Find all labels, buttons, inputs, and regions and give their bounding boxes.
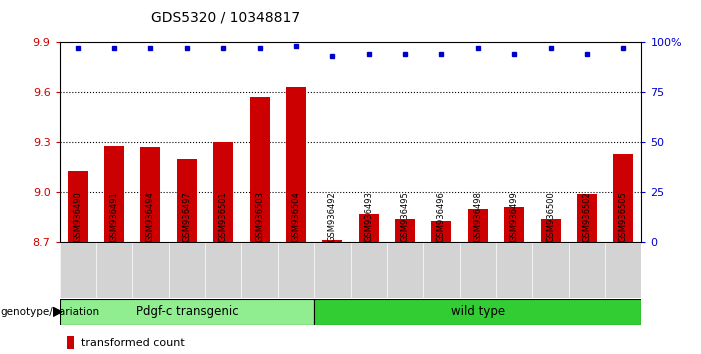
Bar xyxy=(68,171,88,242)
Bar xyxy=(613,154,633,242)
Bar xyxy=(314,299,641,325)
Bar xyxy=(177,159,197,242)
Bar xyxy=(577,194,597,242)
Bar xyxy=(395,219,415,242)
Bar xyxy=(468,209,488,242)
Text: transformed count: transformed count xyxy=(81,337,185,348)
Bar xyxy=(286,87,306,242)
Bar xyxy=(359,214,379,242)
Bar xyxy=(104,146,124,242)
Bar xyxy=(431,221,451,242)
Bar xyxy=(67,336,74,349)
Polygon shape xyxy=(53,307,62,316)
Bar xyxy=(504,207,524,242)
Bar xyxy=(540,219,561,242)
Text: Pdgf-c transgenic: Pdgf-c transgenic xyxy=(135,306,238,318)
Bar xyxy=(322,240,342,242)
Bar xyxy=(250,97,270,242)
Bar xyxy=(140,148,161,242)
Text: wild type: wild type xyxy=(451,306,505,318)
Text: genotype/variation: genotype/variation xyxy=(1,307,100,317)
Bar xyxy=(213,142,233,242)
Bar xyxy=(60,299,314,325)
Text: GDS5320 / 10348817: GDS5320 / 10348817 xyxy=(151,11,300,25)
